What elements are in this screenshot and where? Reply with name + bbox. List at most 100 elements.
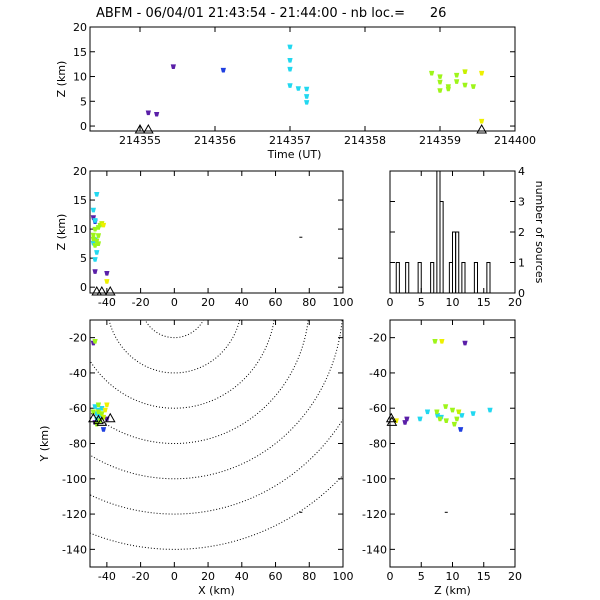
histogram-bar: [395, 262, 400, 293]
data-point: [287, 66, 293, 72]
data-point: [458, 427, 464, 432]
data-point: [404, 416, 410, 422]
histogram-bar: [455, 231, 460, 293]
x-altitude-panel: -40 -20 0 20 40 60 80 100 0 5 10 15 20 Z (km): [55, 165, 354, 309]
y-tick-label: 5: [80, 252, 87, 265]
x-tick-label: 214358: [344, 134, 386, 147]
data-point: [437, 79, 443, 85]
data-point: [145, 110, 151, 116]
x-tick-label: 0: [387, 570, 394, 583]
y-tick-label: 0: [80, 120, 87, 133]
y-tick-label: -100: [62, 473, 87, 486]
y-tick-label: 2: [518, 226, 525, 239]
x-axis-label: Z (km): [434, 584, 471, 597]
x-tick-label: 80: [302, 296, 316, 309]
panels: 214355 214356 214357 214358 214359 2144000510…: [38, 21, 547, 597]
data-point: [287, 44, 293, 50]
data-point: [100, 427, 107, 432]
range-ring: [90, 320, 343, 480]
x-tick-label: 214359: [419, 134, 461, 147]
data-point: [90, 236, 96, 242]
range-rings: [90, 320, 343, 550]
range-ring: [108, 320, 241, 374]
station-triangle: [88, 412, 99, 423]
x-tick-label: 214355: [119, 134, 161, 147]
data-point: [104, 402, 110, 408]
x-tick-label: 0: [171, 296, 178, 309]
data-point: [432, 338, 438, 344]
x-tick-label: 80: [302, 570, 316, 583]
data-point: [479, 70, 485, 76]
y-axis-label: Z (km): [55, 214, 68, 251]
station-triangle: [385, 412, 397, 423]
station-triangle: [142, 123, 154, 134]
data-point: [443, 418, 449, 423]
data-point: [454, 72, 460, 78]
data-point: [439, 338, 445, 344]
histogram-bar: [417, 262, 422, 293]
data-point: [451, 421, 457, 427]
y-tick-label: 1: [518, 257, 525, 270]
x-tick-label: 15: [477, 570, 491, 583]
y-tick-label: -60: [69, 402, 87, 415]
y-tick-label: 5: [80, 95, 87, 108]
data-point: [424, 409, 431, 415]
data-point: [92, 218, 98, 223]
plan-view-frame: [89, 319, 344, 568]
data-point: [402, 420, 408, 425]
y-tick-label: -20: [69, 332, 87, 345]
x-tick-label: -20: [132, 570, 150, 583]
data-point: [90, 232, 96, 238]
x-tick-label: -40: [98, 296, 116, 309]
data-point: [102, 407, 108, 413]
data-point: [462, 82, 468, 88]
data-point: [429, 70, 435, 76]
x-tick-label: 5: [418, 570, 425, 583]
range-ring: [144, 320, 205, 339]
x-tick-label: 214356: [194, 134, 236, 147]
data-point: [454, 416, 460, 422]
data-point: [104, 279, 110, 284]
histogram-bar: [439, 201, 444, 293]
data-point: [154, 111, 160, 117]
x-tick-label: 100: [333, 570, 354, 583]
data-point: [304, 100, 310, 105]
data-point: [456, 409, 462, 415]
data-point: [449, 407, 456, 413]
data-point: [479, 118, 485, 124]
data-point: [470, 411, 476, 416]
data-point: [462, 69, 468, 74]
data-point: [417, 416, 423, 422]
y-axis-label: number of sources: [533, 181, 546, 284]
data-point: [437, 416, 443, 422]
x-tick-label: 40: [235, 570, 249, 583]
data-point: [287, 83, 293, 88]
y-tick-label: -120: [62, 508, 87, 521]
data-point: [92, 404, 98, 409]
data-point: [90, 409, 96, 415]
y-tick-label: 10: [73, 71, 87, 84]
x-tick-label: 20: [201, 570, 215, 583]
x-tick-label: 0: [387, 296, 394, 309]
x-tick-label: 60: [269, 570, 283, 583]
data-point: [99, 411, 105, 416]
data-point: [487, 407, 493, 413]
data-point: [104, 271, 110, 276]
x-tick-label: 20: [508, 570, 522, 583]
data-point: [95, 233, 102, 238]
station-triangle: [96, 285, 108, 296]
histogram-bar: [473, 262, 478, 293]
station-triangle: [386, 416, 398, 426]
histogram-bar: [405, 262, 410, 293]
data-point: [95, 241, 102, 247]
data-point: [92, 226, 98, 232]
data-point: [92, 269, 98, 274]
data-point: [170, 64, 176, 70]
data-point: [94, 192, 100, 197]
data-point: [434, 413, 441, 418]
x-tick-label: 20: [201, 296, 215, 309]
station-triangle: [134, 123, 146, 134]
x-tick-label: 60: [269, 296, 283, 309]
